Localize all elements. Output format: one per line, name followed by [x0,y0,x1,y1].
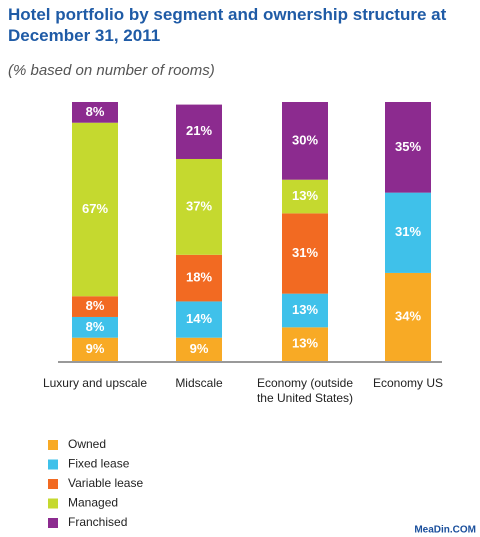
value-label: 18% [186,270,212,285]
bar-segment [282,327,328,361]
value-label: 13% [292,336,318,351]
watermark: MeaDin.COM [414,525,476,536]
value-label: 8% [86,104,105,119]
legend-label: Fixed lease [68,457,130,471]
bar-segment [72,337,118,361]
chart-title: Hotel portfolio by segment and ownership… [8,5,447,45]
value-label: 37% [186,198,212,213]
value-label: 21% [186,123,212,138]
value-label: 31% [292,245,318,260]
legend-swatch [48,440,58,450]
bar-segment [385,102,431,193]
bar-segment [176,104,222,159]
bar-segment [176,337,222,361]
bar-segment [282,102,328,180]
value-label: 9% [190,341,209,356]
bar-segment [72,122,118,297]
x-tick-label: Economy (outside the United States) [256,376,354,405]
bar-segment [385,272,431,361]
bar-segment [385,192,431,273]
value-label: 9% [86,341,105,356]
bar-segment [282,293,328,328]
value-label: 8% [86,298,105,313]
legend-swatch [48,518,58,528]
legend-label: Variable lease [68,476,143,490]
value-label: 35% [395,139,421,154]
bar-segment [176,254,222,302]
value-label: 67% [82,201,108,216]
bar-segment [176,301,222,338]
bar-segment [72,316,118,338]
value-label: 31% [395,224,421,239]
x-tick-label: Midscale [175,376,223,390]
value-label: 13% [292,188,318,203]
value-label: 13% [292,302,318,317]
legend-label: Owned [68,437,106,451]
legend-swatch [48,459,58,470]
legend-label: Franchised [68,515,127,529]
bar-segment [176,158,222,255]
bar-segment [282,213,328,294]
value-label: 30% [292,132,318,147]
x-tick-label: Economy US [372,376,444,390]
x-tick-label: Luxury and upscale [42,376,148,390]
bar-segment [72,296,118,317]
chart-subtitle: (% based on number of rooms) [8,62,215,79]
value-label: 34% [395,308,421,323]
legend-swatch [48,479,58,489]
legend-label: Managed [68,496,118,510]
value-label: 8% [86,319,105,334]
legend-swatch [48,498,58,509]
bar-segment [72,102,118,123]
value-label: 14% [186,311,212,326]
bar-segment [282,179,328,214]
